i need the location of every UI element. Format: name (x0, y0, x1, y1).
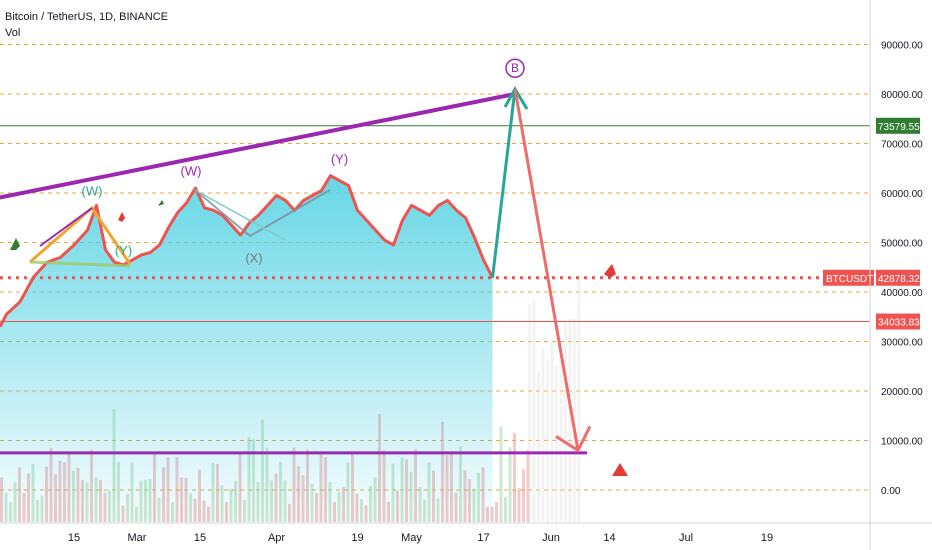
wave-base (29, 260, 131, 268)
y-tick-label: 90000.00 (881, 41, 923, 52)
volume-bar (495, 501, 498, 522)
volume-bar (532, 301, 536, 522)
wave-x-outline (194, 189, 331, 238)
volume-bar (499, 426, 503, 522)
x-tick-label: Jun (542, 532, 560, 544)
x-tick-label: 14 (603, 532, 615, 544)
wave-b-circle (505, 58, 525, 78)
price-badge-label: 34033.83 (878, 318, 920, 329)
price-badge-label: 42878.32 (878, 274, 920, 285)
volume-bar (550, 339, 554, 522)
volume-bar (564, 322, 567, 522)
x-tick-label: May (401, 532, 422, 544)
wave-segment (39, 207, 93, 247)
volume-bar (528, 303, 531, 522)
symbol-title: Bitcoin / TetherUS, 1D, BINANCE (5, 11, 169, 23)
wave-label: (W) (82, 183, 103, 198)
y-tick-label: 30000.00 (881, 338, 923, 349)
x-tick-label: Mar (128, 532, 147, 544)
price-badge (876, 313, 920, 330)
price-line (0, 174, 494, 328)
projection-down-arrowhead (555, 425, 592, 453)
wave-helper (194, 189, 286, 241)
y-tick-label: 10000.00 (881, 437, 923, 448)
wave-label: (X) (245, 250, 262, 265)
symbol-badge-label: BTCUSDT (826, 274, 873, 285)
volume-bar (546, 359, 549, 522)
x-tick-label: 19 (761, 532, 773, 544)
price-area-fill (0, 175, 493, 523)
volume-bar (513, 432, 516, 522)
wave-label: (Y) (115, 243, 132, 258)
drawings: (W) (Y) (W) (X) (Y) B (0, 58, 628, 476)
volume-bar (568, 318, 572, 522)
projection-up-line (491, 88, 517, 278)
price-badge (876, 117, 920, 134)
flag-icon (604, 264, 616, 278)
flag-icon (158, 200, 164, 206)
flag-icon (118, 212, 125, 222)
target-triangle (612, 463, 628, 476)
rocket-icon (10, 238, 20, 250)
y-tick-label: 70000.00 (881, 140, 923, 151)
volume-bar (504, 496, 507, 522)
horizontal-levels: 73579.55 42878.32 BTCUSDT 34033.83 (0, 117, 920, 330)
volume-bar (555, 366, 558, 522)
volume-bar (522, 469, 525, 522)
y-tick-label: 80000.00 (881, 90, 923, 101)
y-tick-label: 40000.00 (881, 288, 923, 299)
chart-legend: Bitcoin / TetherUS, 1D, BINANCE Vol (5, 9, 168, 41)
wave-label: B (511, 61, 519, 75)
x-tick-label: 17 (477, 532, 489, 544)
price-area (0, 174, 494, 523)
wave-label: (Y) (331, 151, 348, 166)
x-tick-label: Jul (679, 532, 693, 544)
volume-bar (537, 370, 540, 522)
price-badge (876, 269, 920, 286)
x-tick-label: Apr (268, 532, 285, 544)
x-tick-label: 15 (68, 532, 80, 544)
volume-bar (559, 346, 563, 522)
price-badge-label: 73579.55 (878, 122, 920, 133)
y-tick-label: 0.00 (881, 486, 901, 497)
symbol-badge (823, 269, 874, 286)
volume-bar (526, 450, 530, 522)
x-tick-label: 15 (194, 532, 206, 544)
y-tick-label: 50000.00 (881, 239, 923, 250)
projection-down-line (513, 88, 580, 451)
volume-bar (517, 488, 521, 522)
wave-label: (W) (181, 164, 202, 179)
trendline (0, 92, 516, 200)
volume-bar (577, 277, 581, 522)
y-tick-label: 20000.00 (881, 387, 923, 398)
volume-label: Vol (5, 27, 21, 39)
volume-bar (573, 319, 576, 522)
y-tick-label: 60000.00 (881, 189, 923, 200)
x-tick-label: 19 (351, 532, 363, 544)
volume-bar (541, 347, 545, 522)
volume-bar (508, 447, 512, 522)
